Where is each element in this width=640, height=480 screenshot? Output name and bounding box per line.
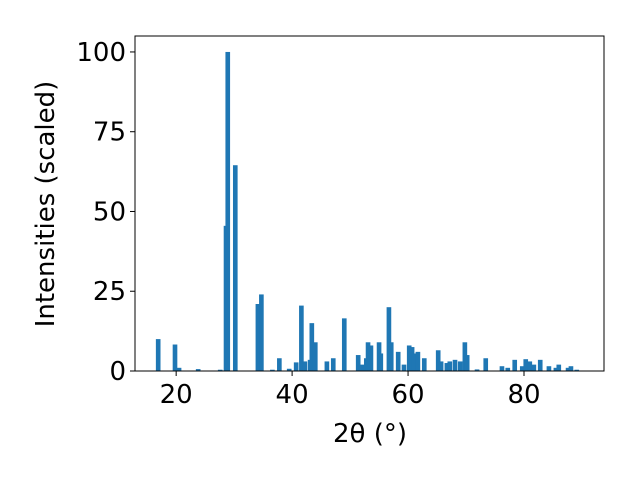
bar	[293, 362, 299, 371]
bar	[505, 367, 511, 371]
bar	[415, 351, 421, 371]
bar	[277, 358, 282, 371]
bar	[574, 369, 580, 371]
bar	[452, 359, 458, 371]
bar	[435, 350, 441, 371]
bar	[195, 369, 201, 371]
bar	[512, 359, 518, 371]
bar	[309, 323, 315, 371]
bar	[523, 359, 529, 371]
bar	[312, 342, 318, 371]
y-axis-label: Intensities (scaled)	[31, 81, 61, 328]
bar	[270, 369, 275, 371]
bar	[299, 305, 304, 371]
bar	[365, 342, 371, 371]
y-tick-label: 50	[93, 197, 126, 227]
bar	[527, 361, 533, 371]
bar	[421, 358, 427, 371]
plot-frame	[134, 35, 605, 372]
bar	[565, 367, 571, 371]
bar	[568, 366, 574, 371]
bar	[401, 364, 407, 371]
bar	[444, 363, 450, 371]
x-tick-label: 60	[392, 380, 425, 410]
x-axis-label: 2θ (°)	[333, 419, 407, 449]
x-tick-label: 20	[160, 380, 193, 410]
bar	[474, 369, 480, 371]
bar	[378, 353, 384, 371]
bar	[531, 364, 537, 371]
bar	[411, 353, 417, 371]
bar	[388, 342, 394, 371]
bar	[406, 345, 412, 371]
bar	[341, 318, 347, 371]
y-tick-label: 100	[76, 38, 126, 68]
bar	[556, 364, 562, 371]
x-tick-label: 80	[507, 380, 540, 410]
bar	[464, 355, 470, 371]
x-tick-label: 40	[276, 380, 309, 410]
bar	[438, 361, 444, 371]
bar	[386, 307, 392, 371]
y-tick-label: 75	[93, 118, 126, 148]
bar	[172, 344, 178, 371]
bar	[519, 366, 525, 371]
bar	[355, 355, 361, 371]
bar	[537, 359, 543, 371]
bar	[302, 361, 308, 371]
bar	[217, 369, 223, 371]
bar	[546, 366, 552, 371]
bar	[368, 345, 374, 371]
bar	[499, 366, 505, 371]
bar	[286, 368, 292, 371]
bar	[457, 361, 463, 371]
y-tick-label: 25	[93, 277, 126, 307]
bar	[395, 351, 401, 371]
bar	[255, 304, 261, 371]
y-tick-label: 0	[109, 357, 126, 387]
bar	[360, 364, 366, 371]
bar	[155, 339, 161, 371]
bar	[176, 367, 182, 371]
bar	[225, 51, 231, 371]
bar	[330, 358, 336, 371]
bar	[553, 367, 559, 371]
bar	[259, 294, 264, 371]
bar	[447, 361, 453, 371]
bar	[324, 361, 330, 371]
bar	[232, 165, 238, 371]
bar	[483, 358, 489, 371]
